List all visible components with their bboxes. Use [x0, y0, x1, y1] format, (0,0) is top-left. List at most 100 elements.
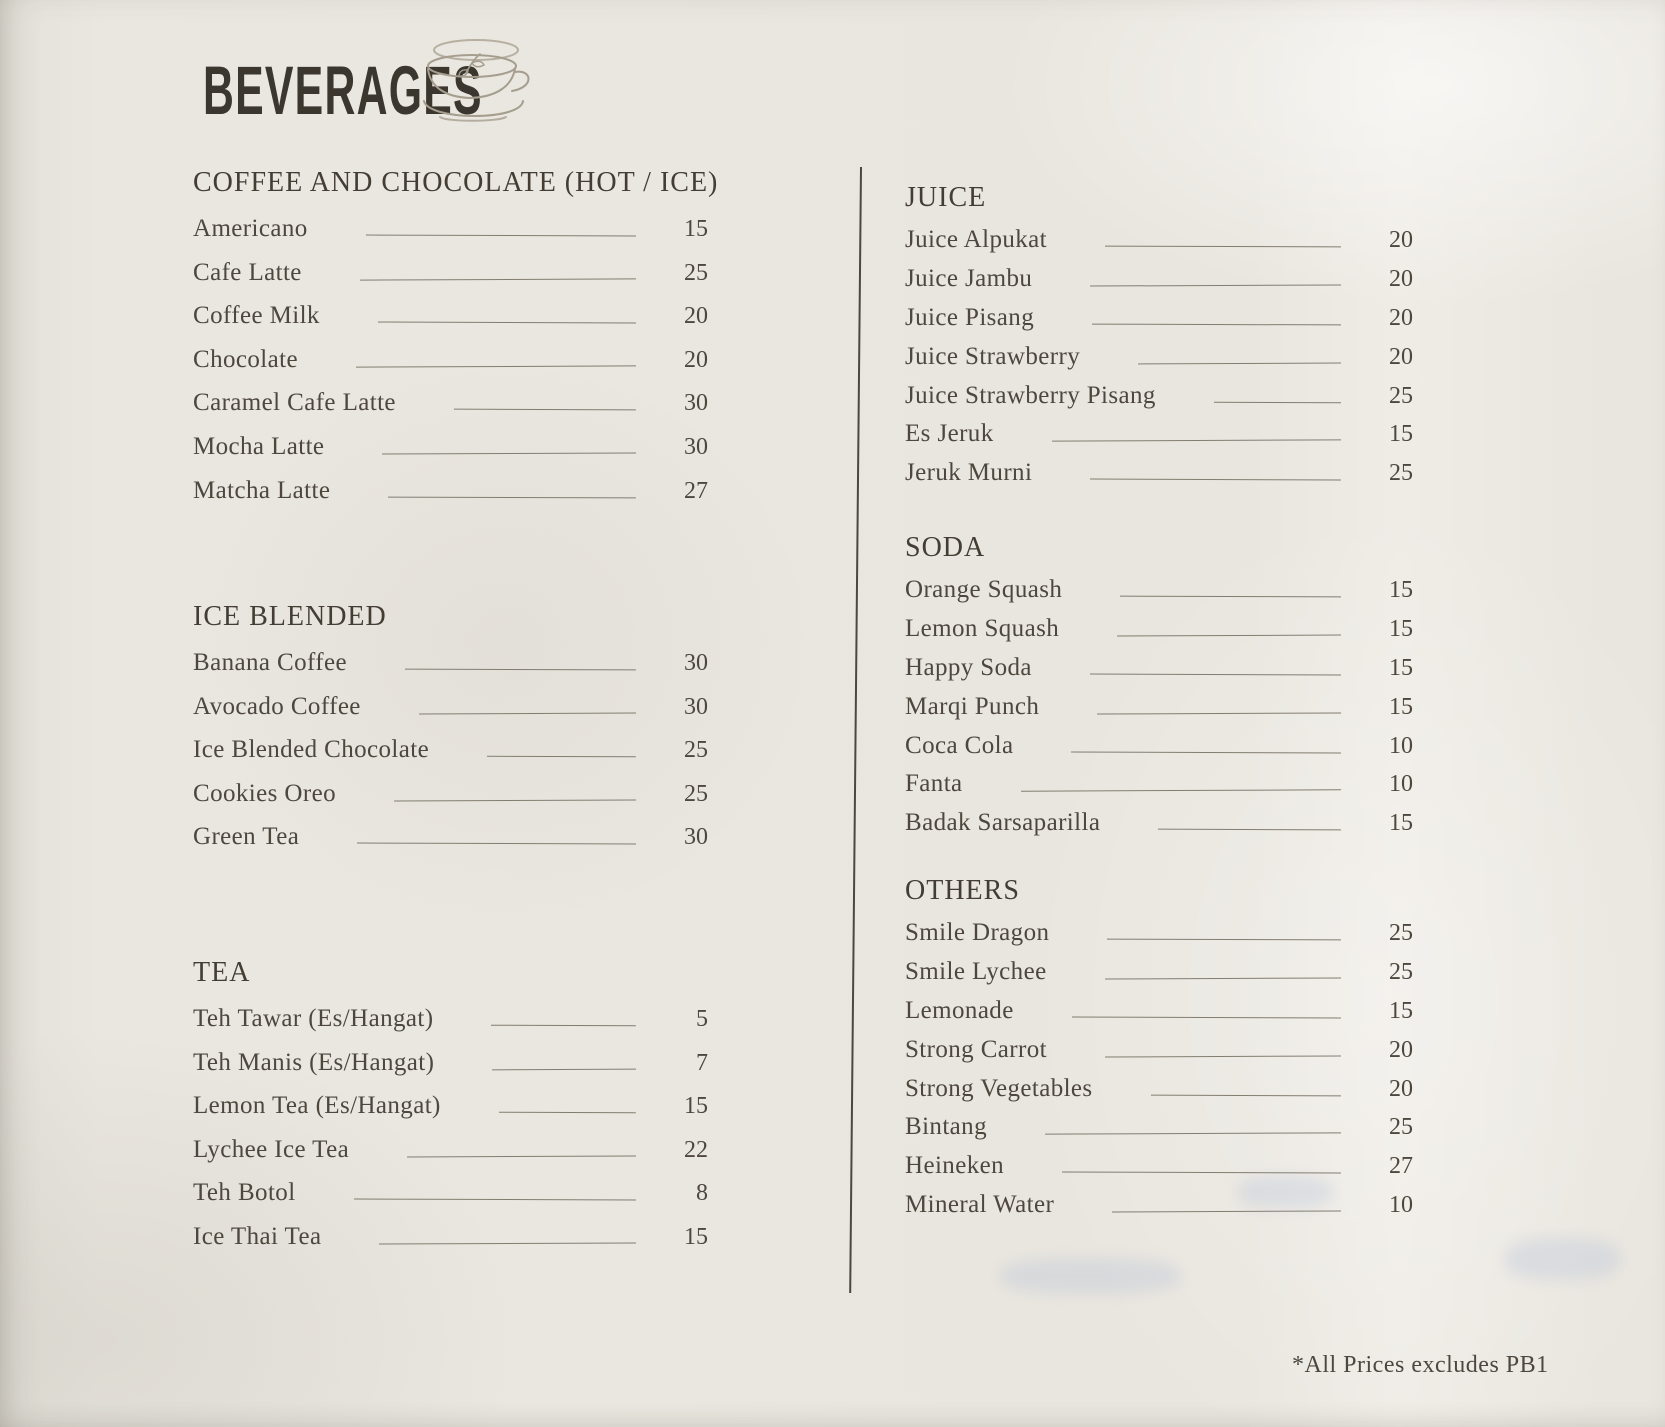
price-leader-line [418, 691, 637, 715]
menu-item-price: 20 [1389, 265, 1413, 292]
price-leader-line [1071, 995, 1342, 1019]
menu-item-row: Lemon Tea (Es/Hangat) 15 [193, 1090, 708, 1135]
menu-item-name: Banana Coffee [193, 649, 347, 676]
menu-item-name: Bintang [905, 1113, 987, 1141]
menu-item-row: Coca Cola 10 [905, 730, 1413, 770]
section-heading-ice-blended: ICE BLENDED [193, 601, 387, 632]
menu-item-name: Lemonade [905, 996, 1014, 1024]
menu-item-price: 20 [1389, 1075, 1413, 1102]
menu-item-row: Cookies Oreo 25 [193, 778, 708, 823]
price-leader-line [1044, 1111, 1342, 1136]
price-leader-line [353, 1177, 637, 1201]
menu-item-row: Juice Strawberry 20 [905, 341, 1413, 381]
menu-item-row: Juice Strawberry Pisang 25 [905, 380, 1413, 420]
menu-item-row: Smile Dragon 25 [905, 917, 1413, 957]
price-leader-line [498, 1090, 637, 1114]
menu-item-name: Fanta [905, 770, 963, 798]
menu-item-name: Badak Sarsaparilla [905, 809, 1101, 837]
section-heading-juice: JUICE [905, 182, 987, 213]
menu-item-price: 25 [1389, 920, 1413, 946]
menu-item-row: Marqi Punch 15 [905, 691, 1413, 731]
price-leader-line [382, 431, 637, 455]
menu-item-row: Chocolate 20 [193, 344, 708, 389]
menu-item-price: 15 [684, 216, 708, 242]
section-heading-tea: TEA [193, 957, 251, 988]
price-leader-line [379, 1221, 637, 1245]
menu-item-row: Jeruk Murni 25 [905, 457, 1413, 497]
price-leader-line [1104, 224, 1342, 248]
menu-item-name: Juice Strawberry [905, 342, 1081, 370]
menu-item-price: 20 [684, 303, 708, 330]
menu-item-row: Lychee Ice Tea 22 [193, 1134, 708, 1179]
price-leader-line [355, 344, 637, 368]
price-leader-line [487, 734, 637, 758]
menu-item-row: Juice Jambu 20 [905, 263, 1413, 303]
section-heading-others: OTHERS [905, 875, 1020, 906]
menu-item-name: Mocha Latte [193, 432, 325, 460]
menu-item-price: 25 [684, 780, 708, 807]
menu-item-price: 30 [684, 433, 708, 460]
menu-item-name: Green Tea [193, 823, 300, 851]
menu-item-name: Teh Tawar (Es/Hangat) [193, 1005, 434, 1032]
menu-item-row: Lemon Squash 15 [905, 613, 1413, 653]
price-leader-line [1061, 1150, 1342, 1174]
menu-item-price: 5 [696, 1006, 708, 1032]
menu-item-price: 15 [1389, 997, 1413, 1024]
menu-item-row: Orange Squash 15 [905, 574, 1413, 614]
menu-item-price: 15 [1389, 577, 1413, 603]
menu-item-name: Smile Lychee [905, 957, 1047, 985]
menu-section-tea: TEA Teh Tawar (Es/Hangat) 5 Teh Manis (Es/H… [193, 956, 708, 1266]
price-leader-line [388, 475, 637, 498]
menu-item-name: Es Jeruk [905, 420, 994, 448]
menu-item-price: 30 [684, 824, 708, 851]
price-leader-line [1020, 768, 1342, 793]
menu-item-name: Ice Thai Tea [193, 1222, 322, 1250]
menu-item-name: Juice Jambu [905, 264, 1033, 292]
menu-item-price: 15 [1389, 615, 1413, 642]
price-leader-line [365, 213, 637, 237]
menu-item-price: 10 [1389, 1192, 1413, 1219]
menu-item-name: Matcha Latte [193, 476, 331, 504]
price-leader-line [1117, 613, 1342, 637]
menu-item-name: Smile Dragon [905, 919, 1050, 946]
price-leader-line [1213, 380, 1342, 403]
menu-item-name: Avocado Coffee [193, 692, 361, 720]
menu-item-name: Lychee Ice Tea [193, 1135, 350, 1163]
menu-item-price: 25 [684, 737, 708, 764]
menu-item-row: Mocha Latte 30 [193, 431, 708, 476]
menu-item-row: Juice Alpukat 20 [905, 224, 1413, 264]
menu-item-name: Juice Strawberry Pisang [905, 381, 1156, 409]
price-leader-line [1107, 917, 1342, 941]
menu-item-name: Ice Blended Chocolate [193, 736, 430, 764]
menu-item-name: Cafe Latte [193, 258, 302, 286]
menu-item-name: Juice Alpukat [905, 226, 1047, 253]
menu-item-name: Chocolate [193, 345, 298, 373]
menu-item-row: Happy Soda 15 [905, 652, 1413, 692]
menu-item-row: Heineken 27 [905, 1150, 1413, 1190]
price-leader-line [407, 1134, 637, 1158]
price-leader-line [1071, 730, 1342, 754]
menu-section-coffee-and-chocolate-hot-ice: COFFEE AND CHOCOLATE (HOT / ICE) American… [193, 166, 717, 519]
menu-item-price: 20 [1389, 304, 1413, 331]
menu-item-row: Teh Botol 8 [193, 1177, 708, 1222]
ink-bleed-mark [1238, 1176, 1333, 1208]
menu-item-price: 27 [1389, 1153, 1413, 1180]
price-disclaimer: *All Prices excludes PB1 [1292, 1352, 1549, 1378]
menu-item-name: Cookies Oreo [193, 779, 336, 807]
menu-item-row: Juice Pisang 20 [905, 302, 1413, 342]
page-title: BEVERAGES [203, 52, 483, 129]
menu-item-price: 25 [1389, 382, 1413, 409]
menu-item-name: Coffee Milk [193, 302, 320, 330]
price-leader-line [1104, 1034, 1342, 1058]
menu-item-name: Marqi Punch [905, 692, 1040, 720]
menu-item-price: 15 [684, 1223, 708, 1250]
ink-bleed-mark [1000, 1258, 1180, 1294]
menu-item-price: 8 [696, 1180, 708, 1207]
menu-item-row: Green Tea 30 [193, 821, 708, 866]
menu-item-name: Juice Pisang [905, 303, 1035, 331]
menu-item-price: 20 [1389, 343, 1413, 370]
menu-item-price: 30 [684, 650, 708, 676]
menu-item-price: 15 [1389, 654, 1413, 681]
menu-item-name: Orange Squash [905, 576, 1063, 603]
menu-item-price: 10 [1389, 732, 1413, 759]
